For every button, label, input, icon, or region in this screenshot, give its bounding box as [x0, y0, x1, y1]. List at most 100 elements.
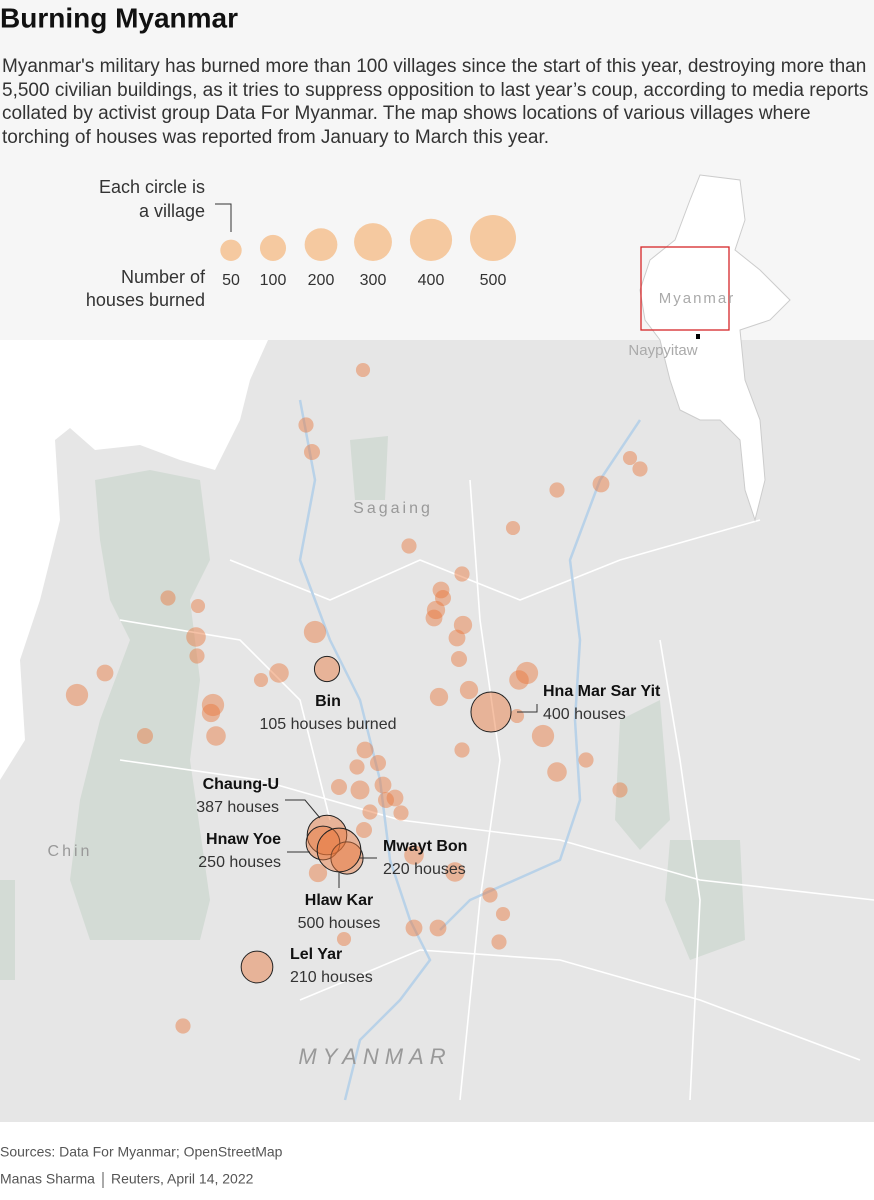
village-circle	[350, 780, 370, 800]
legend-circle	[354, 223, 392, 261]
village-name: Hna Mar Sar Yit	[543, 683, 661, 700]
leaders	[285, 704, 538, 888]
village-circle	[269, 663, 289, 683]
village-circle	[362, 804, 378, 820]
village-circle	[622, 450, 638, 466]
village-circle	[356, 741, 374, 759]
village-circle	[298, 417, 314, 433]
village-circle	[445, 862, 465, 882]
description: Myanmar's military has burned more than …	[2, 56, 869, 148]
sources: Sources: Data For Myanmar; OpenStreetMap	[0, 1144, 283, 1160]
legend-circle	[304, 228, 338, 261]
village-circle	[401, 538, 417, 554]
village-name: Chaung-U	[203, 776, 279, 793]
forest	[0, 436, 745, 980]
village-circle	[201, 703, 221, 723]
country-label: MYANMAR	[298, 1044, 451, 1069]
title: Burning Myanmar	[0, 2, 238, 33]
village-houses: 105 houses burned	[260, 716, 397, 733]
village-circle	[377, 791, 395, 809]
legend-leader	[215, 203, 232, 232]
village-circle	[491, 934, 507, 950]
village-houses: 210 houses	[290, 969, 373, 986]
inset-country	[639, 174, 791, 522]
village-circle	[578, 752, 594, 768]
village-circle	[549, 482, 565, 498]
labeled-villages	[240, 655, 512, 984]
legend-note: houses burned	[86, 290, 205, 310]
village-circle	[186, 627, 206, 647]
village-circle	[453, 615, 473, 635]
village-circle	[404, 845, 424, 865]
village-circle	[425, 609, 443, 627]
legend-value: 300	[360, 272, 387, 289]
village-name: Hnaw Yoe	[206, 831, 281, 848]
legend-note: Each circle is	[99, 177, 205, 197]
village-circle	[393, 805, 409, 821]
other-villages	[65, 362, 648, 1034]
legend-note: Number of	[121, 267, 206, 287]
village-circle	[612, 782, 628, 798]
village-circle	[432, 581, 450, 599]
village-circle	[160, 590, 176, 606]
village-houses: 400 houses	[543, 706, 626, 723]
village-circle	[482, 887, 498, 903]
village-circle	[450, 650, 468, 668]
village-circle	[355, 362, 371, 378]
village-circle	[495, 906, 511, 922]
village-houses: 500 houses	[298, 915, 381, 932]
village-circle	[240, 950, 274, 984]
village-circle	[65, 683, 89, 707]
legend-circle	[259, 234, 287, 261]
village-circle	[303, 620, 327, 644]
village-circle	[405, 919, 423, 937]
village-circle	[369, 754, 387, 772]
village-name: Mwayt Bon	[383, 838, 467, 855]
village-circle	[632, 461, 648, 477]
legend-value: 500	[480, 272, 507, 289]
village-name: Hlaw Kar	[305, 892, 373, 909]
author: Manas Sharma	[0, 1171, 95, 1187]
village-circle	[136, 727, 154, 745]
village-circle	[303, 443, 321, 461]
capital-label: Naypyitaw	[628, 342, 697, 359]
village-circle	[505, 520, 521, 536]
village-circle	[459, 680, 479, 700]
legend-note: a village	[139, 201, 205, 221]
village-circle	[313, 655, 341, 683]
village-circle	[305, 825, 341, 861]
village-circle	[96, 664, 114, 682]
village-circle	[316, 827, 362, 873]
village-name: Lel Yar	[290, 946, 342, 963]
village-circle	[531, 724, 555, 748]
village-houses: 387 houses	[196, 799, 279, 816]
village-circle	[189, 648, 205, 664]
village-circle	[592, 475, 610, 493]
legend-value: 50	[222, 272, 240, 289]
village-circle	[448, 629, 466, 647]
village-circle	[515, 661, 539, 685]
village-circle	[175, 1018, 191, 1034]
village-circle	[547, 762, 567, 782]
legend-circle	[409, 218, 453, 261]
inset-frame	[640, 246, 730, 331]
village-circle	[190, 598, 206, 614]
village-circle	[374, 776, 392, 794]
village-circle	[336, 931, 352, 947]
region-label: Chin	[48, 843, 93, 860]
outlet: Reuters, April 14, 2022	[111, 1171, 254, 1187]
village-circle	[509, 670, 529, 690]
region-label: Sagaing	[353, 500, 433, 517]
village-circle	[454, 566, 470, 582]
rivers	[298, 399, 642, 1101]
village-circle	[434, 589, 452, 607]
legend-value: 200	[308, 272, 335, 289]
village-houses: 250 houses	[198, 854, 281, 871]
village-circle	[470, 691, 512, 733]
village-circle	[349, 759, 365, 775]
outside-land	[0, 340, 268, 780]
village-circle	[454, 742, 470, 758]
village-circle	[330, 778, 348, 796]
